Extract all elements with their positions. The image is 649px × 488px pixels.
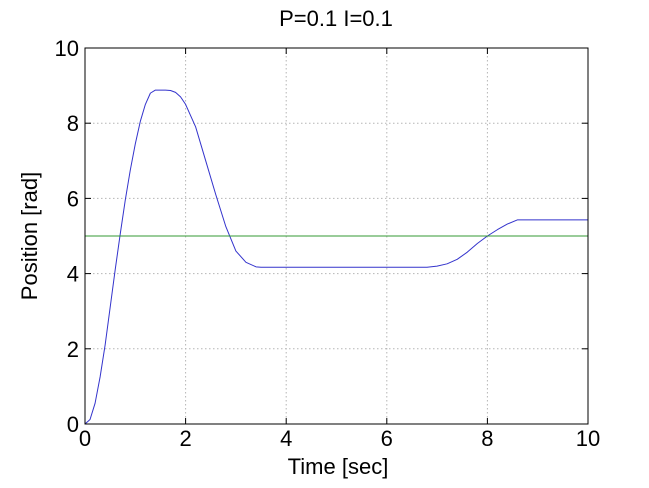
response-series-line [84,89,588,425]
x-tick-label: 10 [576,426,600,451]
y-tick-label: 10 [55,36,79,61]
y-axis-label: Position [rad] [17,172,42,300]
y-tick-label: 4 [67,262,79,287]
x-tick-label: 6 [381,426,393,451]
chart-title: P=0.1 I=0.1 [279,6,393,31]
x-tick-labels: 0 2 4 6 8 10 [79,426,600,451]
x-tick-label: 8 [481,426,493,451]
x-tick-label: 4 [280,426,292,451]
y-tick-label: 2 [67,337,79,362]
y-tick-label: 6 [67,186,79,211]
series-layer [84,89,588,425]
y-tick-label: 8 [67,111,79,136]
plot-border [84,47,589,425]
y-tick-label: 0 [67,412,79,437]
x-axis-label: Time [sec] [288,454,389,479]
y-tick-labels: 0 2 4 6 8 10 [55,36,79,437]
x-tick-label: 2 [179,426,191,451]
x-tick-label: 0 [79,426,91,451]
